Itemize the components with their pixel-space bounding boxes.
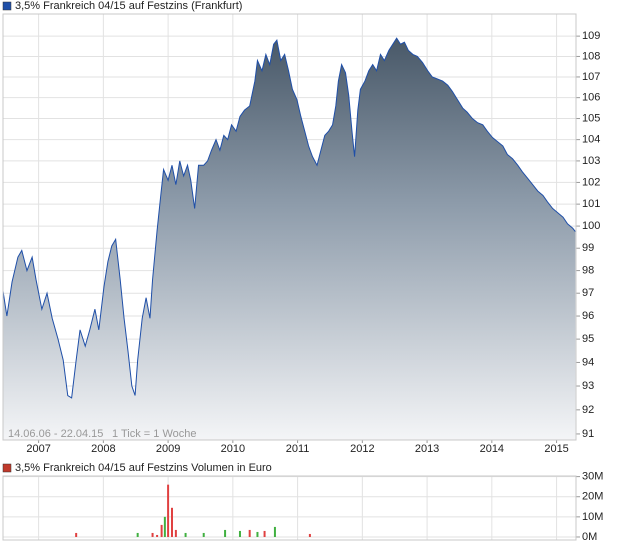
- y-tick-label: 109: [582, 30, 600, 42]
- y-tick-label: 30M: [582, 471, 603, 483]
- volume-bar: [238, 530, 241, 537]
- volume-bar: [224, 529, 227, 537]
- x-tick-label: 2010: [221, 443, 245, 455]
- y-tick-label: 95: [582, 333, 594, 345]
- volume-bar: [202, 532, 205, 537]
- y-tick-label: 96: [582, 310, 594, 322]
- y-tick-label: 98: [582, 265, 594, 277]
- legend-label: 3,5% Frankreich 04/15 auf Festzins (Fran…: [15, 0, 242, 12]
- plot-frame: [2, 475, 577, 541]
- volume-bar: [167, 484, 170, 537]
- y-tick-label: 106: [582, 92, 600, 104]
- y-tick-label: 91: [582, 428, 594, 440]
- x-tick-label: 2007: [26, 443, 50, 455]
- volume-bar: [263, 530, 266, 537]
- y-tick-label: 100: [582, 220, 600, 232]
- y-tick-label: 108: [582, 50, 600, 62]
- x-tick-label: 2011: [286, 443, 310, 455]
- legend-swatch: [2, 1, 12, 11]
- volume-bar: [156, 534, 159, 537]
- y-tick-label: 101: [582, 198, 600, 210]
- y-tick-label: 97: [582, 287, 594, 299]
- plot-frame: [2, 13, 577, 441]
- y-tick-label: 99: [582, 242, 594, 254]
- volume-bar: [184, 532, 187, 537]
- volume-bar: [256, 531, 259, 537]
- volume-bar: [136, 532, 139, 537]
- volume-bar: [170, 507, 173, 537]
- y-tick-label: 20M: [582, 491, 603, 503]
- x-tick-label: 2008: [91, 443, 115, 455]
- y-tick-label: 94: [582, 356, 594, 368]
- price-line: [2, 37, 576, 399]
- volume-bar: [160, 524, 163, 537]
- volume-bar: [248, 529, 251, 537]
- volume-bar: [174, 529, 177, 537]
- y-tick-label: 102: [582, 176, 600, 188]
- volume-bar: [163, 516, 166, 537]
- y-tick-label: 103: [582, 155, 600, 167]
- volume-bar: [308, 533, 311, 537]
- legend-label: 3,5% Frankreich 04/15 auf Festzins Volum…: [15, 462, 272, 474]
- y-tick-label: 0M: [582, 531, 597, 543]
- x-tick-label: 2012: [350, 443, 374, 455]
- y-tick-label: 92: [582, 404, 594, 416]
- x-tick-label: 2014: [480, 443, 504, 455]
- annotation: 1 Tick = 1 Woche: [112, 428, 196, 440]
- x-tick-label: 2013: [415, 443, 439, 455]
- y-tick-label: 93: [582, 380, 594, 392]
- annotation: 14.06.06 - 22.04.15: [8, 428, 103, 440]
- legend-swatch: [2, 463, 12, 473]
- x-tick-label: 2015: [544, 443, 568, 455]
- y-tick-label: 10M: [582, 511, 603, 523]
- y-tick-label: 105: [582, 112, 600, 124]
- volume-bar: [151, 532, 154, 537]
- volume-bar: [75, 532, 78, 537]
- y-tick-label: 107: [582, 71, 600, 83]
- area-fill: [3, 38, 576, 441]
- volume-bar: [273, 526, 276, 537]
- x-tick-label: 2009: [156, 443, 180, 455]
- y-tick-label: 104: [582, 134, 600, 146]
